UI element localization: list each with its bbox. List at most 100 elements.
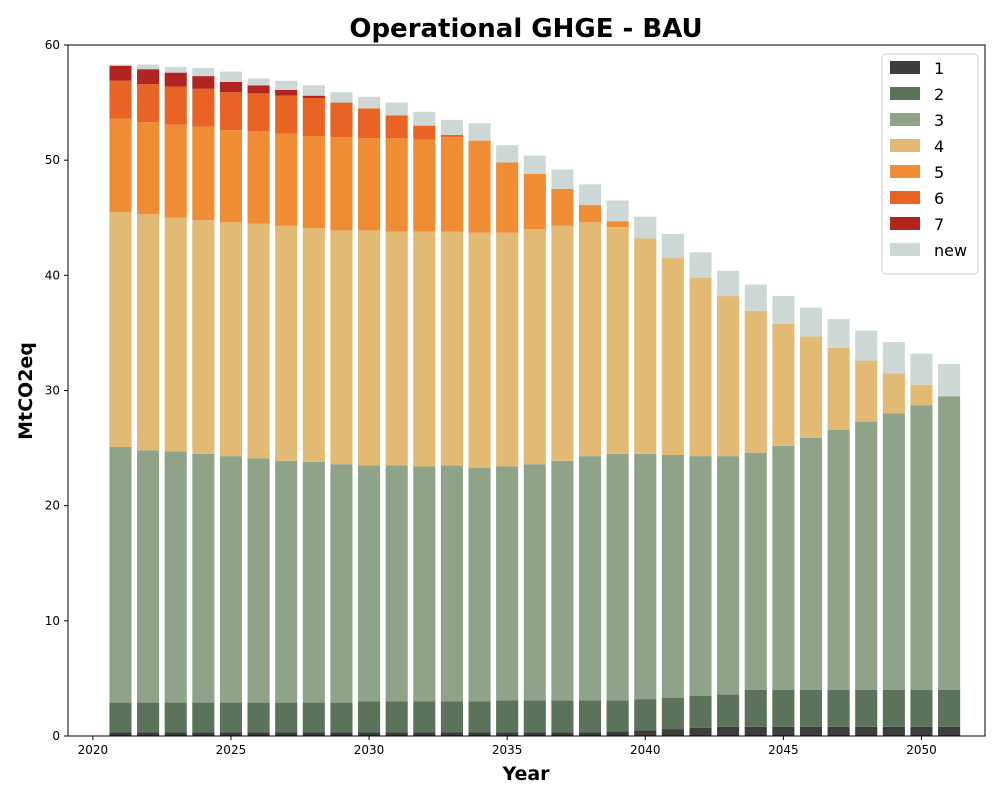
bar-segment-7-2024 <box>192 76 215 89</box>
bar-segment-3-2021 <box>109 446 132 703</box>
bar-segment-1-2038 <box>578 732 602 736</box>
bar-segment-2-2037 <box>551 700 574 733</box>
legend-swatch-1 <box>890 61 920 74</box>
bar-segment-4-2044 <box>744 311 767 453</box>
bar-segment-7-2025 <box>219 81 243 93</box>
bar-segment-3-2043 <box>717 456 740 695</box>
bar-segment-7-2028 <box>302 95 325 98</box>
bar-segment-2-2048 <box>855 689 878 727</box>
bar-segment-4-2026 <box>247 223 270 459</box>
bar-segment-3-2042 <box>689 456 712 696</box>
bar-segment-3-2025 <box>219 456 243 703</box>
bar-segment-1-2042 <box>689 727 712 736</box>
bar-segment-5-2030 <box>358 138 381 231</box>
bar-segment-4-2042 <box>689 277 712 457</box>
bar-segment-5-2033 <box>440 137 463 232</box>
bar-segment-1-2039 <box>606 731 629 736</box>
legend-label-7: 7 <box>934 215 944 234</box>
bar-segment-1-2050 <box>910 726 933 736</box>
bar-segment-new-2022 <box>137 64 160 70</box>
bar-segment-6-2028 <box>302 97 325 136</box>
y-tick-label-40: 40 <box>45 268 60 282</box>
bar-segment-7-2027 <box>275 89 298 96</box>
legend-label-new: new <box>934 241 967 260</box>
legend-label-5: 5 <box>934 163 944 182</box>
bar-segment-new-2037 <box>551 169 574 189</box>
bar-segment-2-2029 <box>330 702 353 733</box>
bar-segment-5-2022 <box>137 122 160 215</box>
bar-segment-5-2029 <box>330 137 353 231</box>
y-tick-label-30: 30 <box>45 384 60 398</box>
bar-segment-1-2040 <box>634 730 657 736</box>
bar-segment-3-2023 <box>164 451 187 703</box>
bar-segment-1-2024 <box>192 732 215 736</box>
bar-segment-4-2027 <box>275 225 298 461</box>
x-axis: 2020 2025 2030 2035 2040 2045 2050 <box>78 736 937 757</box>
bar-segment-1-2029 <box>330 732 353 736</box>
bar-segment-1-2043 <box>717 726 740 736</box>
bar-segment-2-2032 <box>413 701 436 733</box>
bar-segment-6-2024 <box>192 88 215 127</box>
bar-segment-new-2031 <box>385 102 408 116</box>
y-tick-label-0: 0 <box>52 729 60 743</box>
bar-segment-new-2047 <box>827 319 850 348</box>
bar-segment-3-2036 <box>523 464 546 701</box>
bar-segment-new-2051 <box>938 364 961 397</box>
bar-segment-4-2040 <box>634 238 657 454</box>
bar-segment-new-2030 <box>358 96 381 109</box>
bar-segment-2-2051 <box>938 689 961 727</box>
bar-segment-3-2035 <box>496 466 519 701</box>
bar-segment-2-2041 <box>661 698 684 730</box>
bar-segment-2-2034 <box>468 701 491 733</box>
y-tick-label-60: 60 <box>45 38 60 52</box>
bar-segment-1-2027 <box>275 732 298 736</box>
bar-segment-3-2027 <box>275 460 298 703</box>
bar-segment-6-2030 <box>358 108 381 139</box>
bar-segment-new-2044 <box>744 284 767 312</box>
bar-segment-new-2023 <box>164 66 187 73</box>
bar-segment-2-2027 <box>275 702 298 733</box>
bar-segment-1-2048 <box>855 726 878 736</box>
bar-segment-new-2043 <box>717 270 740 297</box>
bar-segment-1-2047 <box>827 726 850 736</box>
bar-segment-4-2038 <box>578 222 602 457</box>
x-tick-label-2020: 2020 <box>78 743 109 757</box>
bar-segment-3-2029 <box>330 464 353 703</box>
bar-segment-4-2039 <box>606 226 629 454</box>
bar-segment-3-2040 <box>634 453 657 700</box>
legend-label-3: 3 <box>934 111 944 130</box>
bar-segment-5-2032 <box>413 139 436 232</box>
bar-segment-2-2030 <box>358 701 381 733</box>
bar-segment-1-2021 <box>109 732 132 736</box>
bar-segment-new-2027 <box>275 80 298 90</box>
bar-segment-3-2045 <box>772 445 795 690</box>
bar-segment-3-2022 <box>137 450 160 703</box>
bar-segment-1-2026 <box>247 732 270 736</box>
bar-segment-new-2042 <box>689 252 712 278</box>
bar-segment-new-2036 <box>523 155 546 174</box>
bar-segment-6-2023 <box>164 86 187 125</box>
bar-segment-5-2023 <box>164 124 187 218</box>
bar-segment-4-2024 <box>192 220 215 454</box>
bar-segment-3-2039 <box>606 453 629 701</box>
legend-swatch-2 <box>890 87 920 100</box>
bar-segment-4-2036 <box>523 229 546 465</box>
bar-segment-5-2035 <box>496 162 519 233</box>
bar-segment-3-2048 <box>855 421 878 690</box>
x-tick-label-2030: 2030 <box>354 743 385 757</box>
bar-segment-4-2034 <box>468 232 491 468</box>
bar-segment-5-2024 <box>192 126 215 221</box>
bar-segment-7-2023 <box>164 72 187 87</box>
bar-segment-2-2036 <box>523 700 546 733</box>
legend-swatch-4 <box>890 139 920 152</box>
bar-segment-1-2044 <box>744 726 767 736</box>
bar-segment-6-2026 <box>247 93 270 132</box>
bar-segment-7-2026 <box>247 85 270 94</box>
legend-swatch-7 <box>890 217 920 230</box>
bar-segment-new-2040 <box>634 216 657 239</box>
bar-segment-3-2037 <box>551 460 574 701</box>
bar-segment-1-2041 <box>661 729 684 736</box>
legend-swatch-3 <box>890 113 920 126</box>
bar-segment-4-2028 <box>302 228 325 462</box>
